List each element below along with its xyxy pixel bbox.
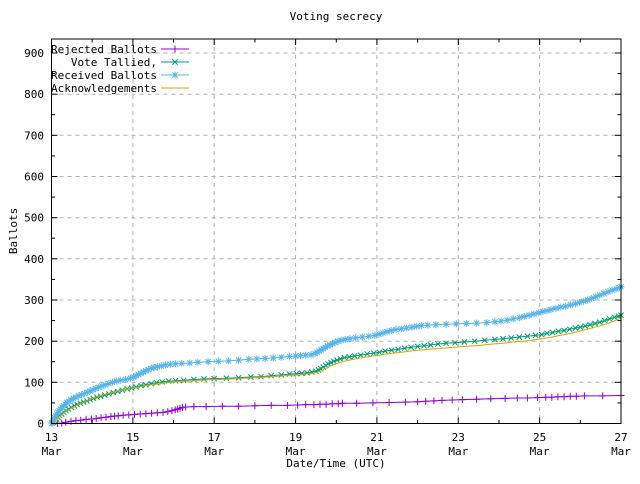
x-tick-label-day: 21 xyxy=(370,431,383,444)
x-axis-label: Date/Time (UTC) xyxy=(286,457,385,470)
y-axis-label: Ballots xyxy=(7,208,20,254)
axis-ticks xyxy=(51,39,622,424)
series-line-acknowledgements xyxy=(52,317,622,424)
axis-tick-labels: 010020030040050060070080090013Mar15Mar17… xyxy=(24,47,631,458)
y-tick-label: 200 xyxy=(24,335,44,348)
y-tick-label: 800 xyxy=(24,88,44,101)
legend-sample-marker xyxy=(172,59,178,65)
legend-label: Acknowledgements xyxy=(51,82,157,95)
legend-label: Received Ballots xyxy=(51,69,157,82)
y-tick-label: 600 xyxy=(24,171,44,184)
chart-title: Voting secrecy xyxy=(290,10,383,23)
legend-label: Rejected Ballots xyxy=(51,43,157,56)
x-tick-label-month: Mar xyxy=(367,445,387,458)
x-tick-label-month: Mar xyxy=(286,445,306,458)
x-tick-label-month: Mar xyxy=(204,445,224,458)
legend-sample-marker xyxy=(171,45,179,53)
x-tick-label-day: 23 xyxy=(452,431,465,444)
data-series xyxy=(48,283,625,427)
x-tick-label-month: Mar xyxy=(42,445,62,458)
x-tick-label-month: Mar xyxy=(611,445,631,458)
y-tick-label: 400 xyxy=(24,253,44,266)
x-tick-label-day: 15 xyxy=(126,431,139,444)
y-tick-label: 500 xyxy=(24,212,44,225)
x-tick-label-day: 17 xyxy=(208,431,221,444)
legend-label: Vote Tallied, xyxy=(71,56,157,69)
x-tick-label-day: 13 xyxy=(45,431,58,444)
y-tick-label: 700 xyxy=(24,129,44,142)
grid-lines xyxy=(51,39,621,424)
x-tick-label-day: 27 xyxy=(614,431,627,444)
y-tick-label: 300 xyxy=(24,294,44,307)
y-tick-label: 100 xyxy=(24,376,44,389)
y-tick-label: 0 xyxy=(37,418,44,431)
x-tick-label-day: 25 xyxy=(533,431,546,444)
x-tick-label-month: Mar xyxy=(530,445,550,458)
x-tick-label-day: 19 xyxy=(289,431,302,444)
x-tick-label-month: Mar xyxy=(123,445,143,458)
legend-sample-marker xyxy=(171,71,179,79)
y-tick-label: 900 xyxy=(24,47,44,60)
x-tick-label-month: Mar xyxy=(448,445,468,458)
